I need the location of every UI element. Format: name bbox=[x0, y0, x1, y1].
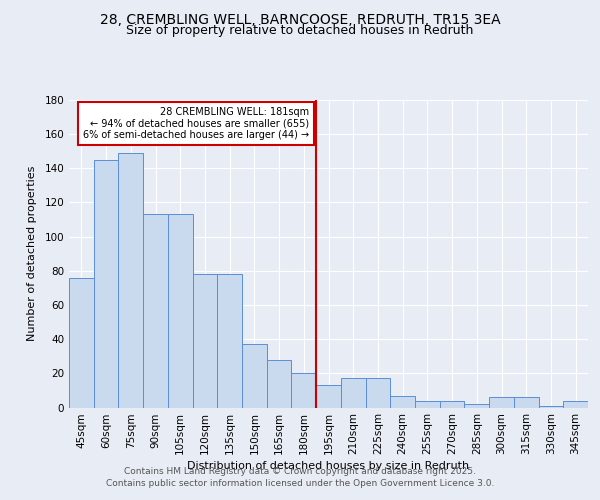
Text: 28, CREMBLING WELL, BARNCOOSE, REDRUTH, TR15 3EA: 28, CREMBLING WELL, BARNCOOSE, REDRUTH, … bbox=[100, 12, 500, 26]
Y-axis label: Number of detached properties: Number of detached properties bbox=[28, 166, 37, 342]
Bar bbox=[267, 360, 292, 408]
Bar bbox=[94, 160, 118, 408]
Bar bbox=[440, 400, 464, 407]
Bar bbox=[489, 397, 514, 407]
Bar bbox=[390, 396, 415, 407]
Bar bbox=[217, 274, 242, 407]
Bar bbox=[514, 397, 539, 407]
Bar bbox=[365, 378, 390, 408]
Text: Contains public sector information licensed under the Open Government Licence 3.: Contains public sector information licen… bbox=[106, 478, 494, 488]
Bar bbox=[193, 274, 217, 407]
Bar bbox=[242, 344, 267, 408]
Bar bbox=[316, 386, 341, 407]
Text: Contains HM Land Registry data © Crown copyright and database right 2025.: Contains HM Land Registry data © Crown c… bbox=[124, 467, 476, 476]
Text: 28 CREMBLING WELL: 181sqm
← 94% of detached houses are smaller (655)
6% of semi-: 28 CREMBLING WELL: 181sqm ← 94% of detac… bbox=[83, 107, 309, 140]
Bar bbox=[563, 400, 588, 407]
Bar bbox=[464, 404, 489, 407]
X-axis label: Distribution of detached houses by size in Redruth: Distribution of detached houses by size … bbox=[187, 462, 470, 471]
Bar bbox=[415, 400, 440, 407]
Bar bbox=[143, 214, 168, 408]
Text: Size of property relative to detached houses in Redruth: Size of property relative to detached ho… bbox=[127, 24, 473, 37]
Bar bbox=[539, 406, 563, 407]
Bar bbox=[168, 214, 193, 408]
Bar bbox=[292, 374, 316, 408]
Bar bbox=[69, 278, 94, 407]
Bar bbox=[341, 378, 365, 408]
Bar bbox=[118, 153, 143, 407]
